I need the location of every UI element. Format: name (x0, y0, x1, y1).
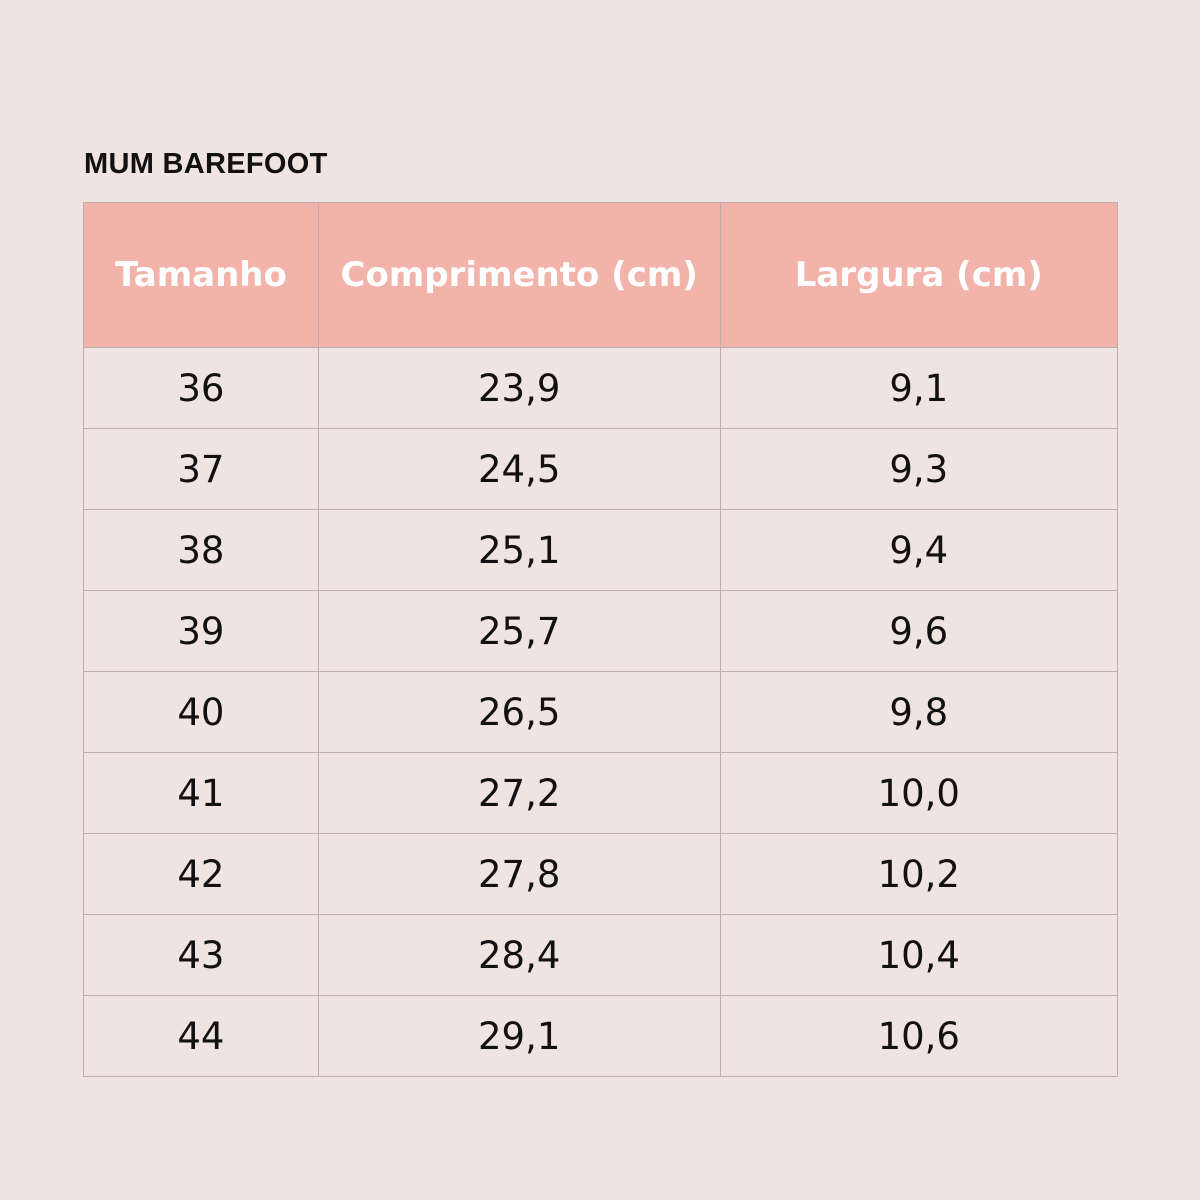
table-row: 38 25,1 9,4 (83, 509, 1119, 591)
table-cell: 24,5 (317, 428, 721, 510)
table-cell: 44 (83, 995, 319, 1077)
table-cell: 23,9 (317, 347, 721, 429)
table-body: 36 23,9 9,1 37 24,5 9,3 38 25,1 9,4 39 25,7 9,6 40 26… (83, 347, 1119, 1077)
table-cell: 36 (83, 347, 319, 429)
column-header: Largura (cm) (719, 202, 1119, 348)
table-cell: 10,0 (719, 752, 1119, 834)
table-row: 40 26,5 9,8 (83, 671, 1119, 753)
table-row: 44 29,1 10,6 (83, 995, 1119, 1077)
table-row: 42 27,8 10,2 (83, 833, 1119, 915)
table-cell: 38 (83, 509, 319, 591)
table-cell: 25,7 (317, 590, 721, 672)
column-header: Tamanho (83, 202, 319, 348)
table-cell: 28,4 (317, 914, 721, 996)
table-cell: 42 (83, 833, 319, 915)
table-cell: 26,5 (317, 671, 721, 753)
table-row: 39 25,7 9,6 (83, 590, 1119, 672)
table-cell: 43 (83, 914, 319, 996)
table-row: 36 23,9 9,1 (83, 347, 1119, 429)
table-cell: 9,3 (719, 428, 1119, 510)
table-row: 37 24,5 9,3 (83, 428, 1119, 510)
title: MUM BAREFOOT (84, 148, 328, 180)
table-cell: 25,1 (317, 509, 721, 591)
table-cell: 10,6 (719, 995, 1119, 1077)
header-row: Tamanho Comprimento (cm) Largura (cm) (83, 202, 1119, 348)
table-cell: 37 (83, 428, 319, 510)
table-cell: 41 (83, 752, 319, 834)
table-row: 43 28,4 10,4 (83, 914, 1119, 996)
table-cell: 27,2 (317, 752, 721, 834)
size-table: Tamanho Comprimento (cm) Largura (cm) 36 23… (83, 202, 1119, 1077)
table-cell: 9,4 (719, 509, 1119, 591)
table-row: 41 27,2 10,0 (83, 752, 1119, 834)
table-cell: 9,1 (719, 347, 1119, 429)
table-cell: 29,1 (317, 995, 721, 1077)
column-header: Comprimento (cm) (317, 202, 721, 348)
table-cell: 39 (83, 590, 319, 672)
table-cell: 10,4 (719, 914, 1119, 996)
table-cell: 40 (83, 671, 319, 753)
table-cell: 9,6 (719, 590, 1119, 672)
table-cell: 27,8 (317, 833, 721, 915)
table-cell: 9,8 (719, 671, 1119, 753)
table-cell: 10,2 (719, 833, 1119, 915)
